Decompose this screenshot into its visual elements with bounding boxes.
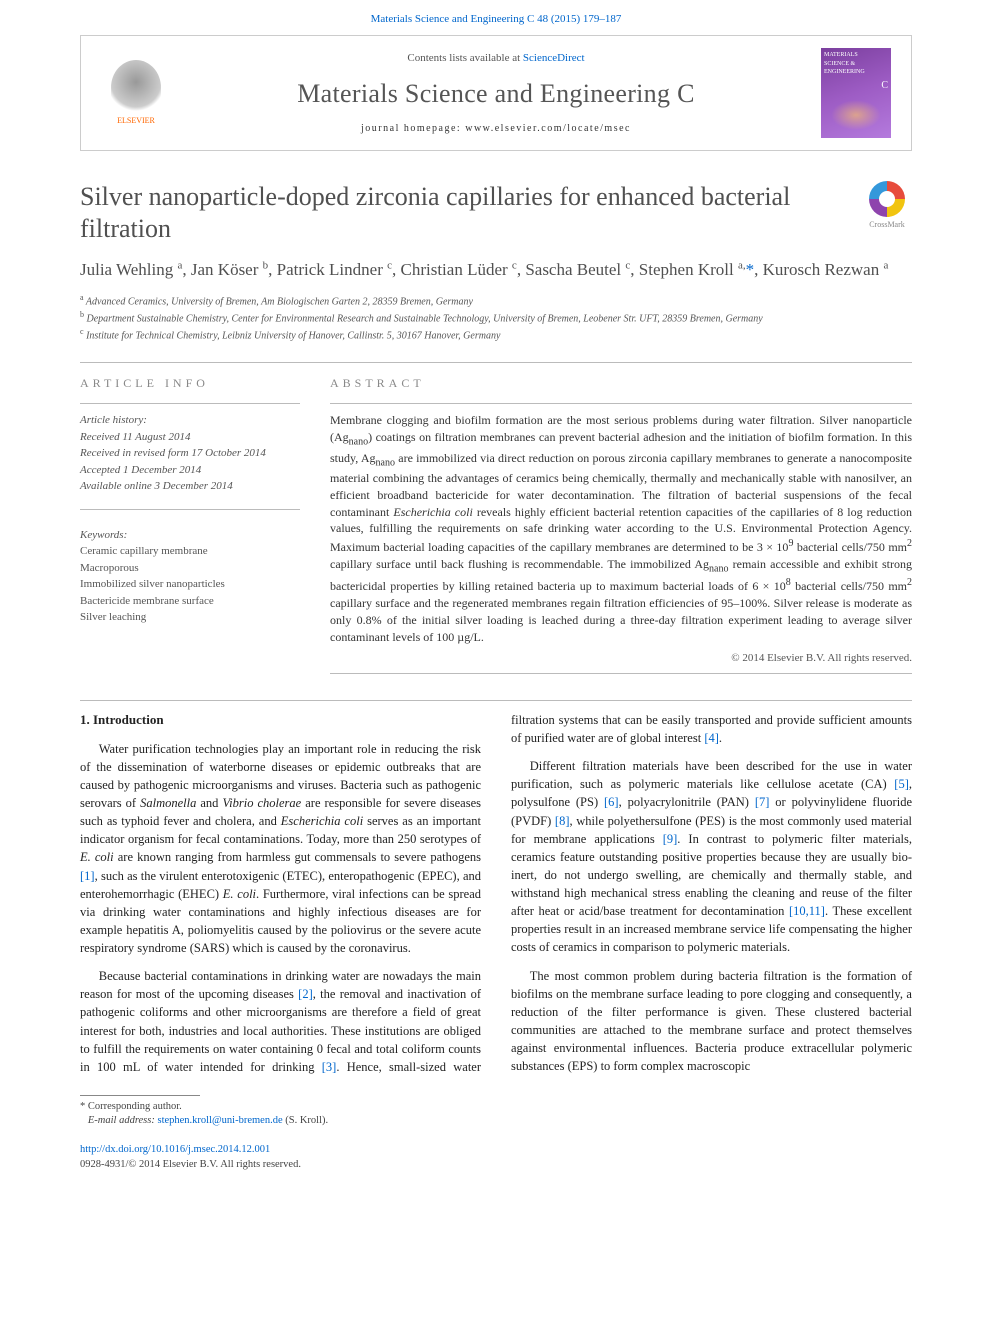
- header-center: Contents lists available at ScienceDirec…: [191, 51, 801, 137]
- article-info-heading: ARTICLE INFO: [80, 375, 300, 392]
- keyword: Immobilized silver nanoparticles: [80, 576, 300, 593]
- abstract-heading: ABSTRACT: [330, 375, 912, 392]
- article-title: Silver nanoparticle-doped zirconia capil…: [80, 181, 842, 243]
- corr-label: * Corresponding author.: [80, 1101, 182, 1112]
- affiliation-b: b Department Sustainable Chemistry, Cent…: [80, 309, 912, 326]
- intro-heading: 1. Introduction: [80, 711, 481, 730]
- keywords-label: Keywords:: [80, 528, 300, 543]
- email-author: (S. Kroll).: [285, 1115, 328, 1126]
- affiliation-a: a Advanced Ceramics, University of Breme…: [80, 292, 912, 309]
- abstract-bottom-rule: [330, 673, 912, 674]
- elsevier-label: ELSEVIER: [117, 115, 155, 126]
- keyword: Ceramic capillary membrane: [80, 543, 300, 560]
- crossmark-label: CrossMark: [869, 219, 905, 230]
- footer: * Corresponding author. E-mail address: …: [0, 1081, 992, 1193]
- abstract-rule: [330, 403, 912, 404]
- footer-rule: [80, 1095, 200, 1096]
- doi-link[interactable]: http://dx.doi.org/10.1016/j.msec.2014.12…: [80, 1144, 270, 1155]
- journal-name: Materials Science and Engineering C: [191, 76, 801, 112]
- elsevier-tree-icon: [111, 60, 161, 115]
- keyword: Silver leaching: [80, 609, 300, 626]
- author-list: Julia Wehling a, Jan Köser b, Patrick Li…: [80, 258, 912, 282]
- elsevier-logo: ELSEVIER: [101, 53, 171, 133]
- abstract-text: Membrane clogging and biofilm formation …: [330, 412, 912, 645]
- keyword: Macroporous: [80, 560, 300, 577]
- journal-cover-thumbnail: MATERIALS SCIENCE & ENGINEERING C: [821, 48, 891, 138]
- article-history: Article history: Received 11 August 2014…: [80, 412, 300, 495]
- cover-text-2: SCIENCE &: [824, 60, 888, 68]
- issn-copyright: 0928-4931/© 2014 Elsevier B.V. All right…: [80, 1158, 912, 1173]
- keywords-list: Ceramic capillary membrane Macroporous I…: [80, 543, 300, 626]
- article-body: 1. Introduction Water purification techn…: [0, 701, 992, 1081]
- corr-email-link[interactable]: stephen.kroll@uni-bremen.de: [157, 1115, 282, 1126]
- history-online: Available online 3 December 2014: [80, 478, 300, 495]
- history-received: Received 11 August 2014: [80, 429, 300, 446]
- sciencedirect-link[interactable]: ScienceDirect: [523, 52, 585, 64]
- doi-line: http://dx.doi.org/10.1016/j.msec.2014.12…: [80, 1143, 912, 1158]
- cover-text-3: ENGINEERING: [824, 68, 888, 76]
- info-rule: [80, 403, 300, 404]
- contents-line: Contents lists available at ScienceDirec…: [191, 51, 801, 66]
- body-paragraph: Different filtration materials have been…: [511, 757, 912, 956]
- divider-rule: [80, 362, 912, 363]
- top-citation-link[interactable]: Materials Science and Engineering C 48 (…: [0, 0, 992, 35]
- history-accepted: Accepted 1 December 2014: [80, 462, 300, 479]
- crossmark-icon: [869, 181, 905, 217]
- corresponding-author: * Corresponding author. E-mail address: …: [80, 1100, 912, 1129]
- body-paragraph: Water purification technologies play an …: [80, 740, 481, 958]
- abstract-column: ABSTRACT Membrane clogging and biofilm f…: [330, 375, 912, 674]
- homepage-prefix: journal homepage:: [361, 123, 465, 134]
- cover-text-1: MATERIALS: [824, 51, 888, 59]
- body-paragraph: The most common problem during bacteria …: [511, 967, 912, 1076]
- affiliation-c: c Institute for Technical Chemistry, Lei…: [80, 326, 912, 343]
- article-info-column: ARTICLE INFO Article history: Received 1…: [80, 375, 300, 674]
- journal-header: ELSEVIER Contents lists available at Sci…: [80, 35, 912, 151]
- affiliations: a Advanced Ceramics, University of Breme…: [80, 292, 912, 344]
- email-label: E-mail address:: [88, 1115, 155, 1126]
- keyword: Bactericide membrane surface: [80, 593, 300, 610]
- history-revised: Received in revised form 17 October 2014: [80, 445, 300, 462]
- history-label: Article history:: [80, 412, 300, 429]
- contents-prefix: Contents lists available at: [407, 52, 522, 64]
- homepage-url[interactable]: www.elsevier.com/locate/msec: [465, 123, 631, 134]
- crossmark-badge[interactable]: CrossMark: [862, 181, 912, 231]
- cover-text-4: C: [824, 79, 888, 93]
- abstract-copyright: © 2014 Elsevier B.V. All rights reserved…: [330, 651, 912, 666]
- keywords-rule: [80, 509, 300, 510]
- homepage-line: journal homepage: www.elsevier.com/locat…: [191, 122, 801, 136]
